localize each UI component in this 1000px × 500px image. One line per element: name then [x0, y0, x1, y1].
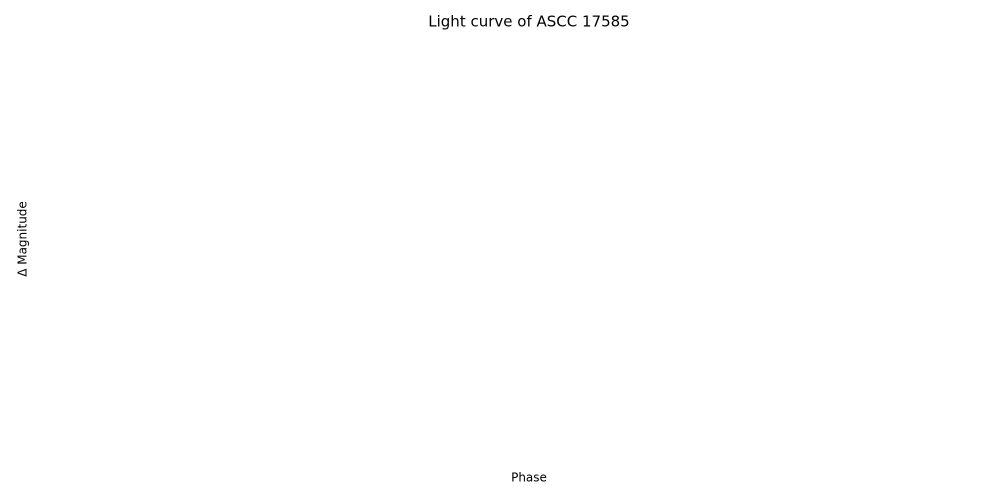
chart-title: Light curve of ASCC 17585 [428, 13, 629, 31]
x-axis-label: Phase [511, 471, 547, 485]
y-axis-label: Δ Magnitude [16, 201, 30, 277]
